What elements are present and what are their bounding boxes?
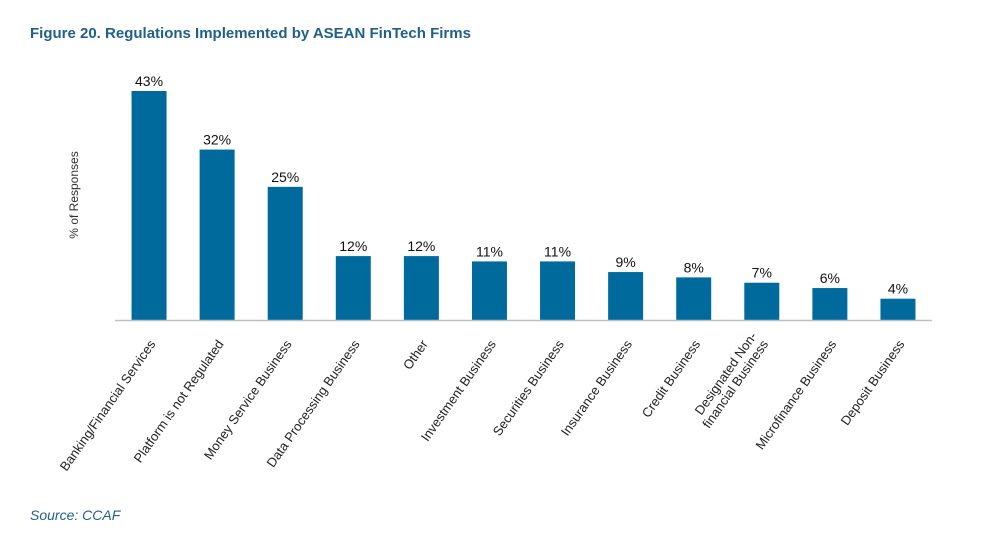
bar-10: [812, 288, 848, 320]
bar-9: [744, 282, 780, 320]
x-tick-label-line: Microfinance Business: [752, 337, 839, 453]
bar-1: [199, 149, 235, 320]
bar-8: [676, 277, 712, 320]
data-label-5: 11%: [476, 243, 503, 259]
data-label-8: 8%: [684, 259, 704, 275]
data-label-11: 4%: [888, 281, 908, 297]
x-tick-label-line: Securities Business: [490, 337, 568, 439]
bar-6: [540, 261, 576, 320]
bar-3: [335, 256, 371, 320]
x-tick-label-10: Microfinance Business: [752, 337, 839, 453]
bar-4: [403, 256, 439, 320]
x-tick-label-5: Investment Business: [418, 337, 499, 444]
data-label-0: 43%: [135, 73, 163, 89]
data-label-2: 25%: [271, 169, 299, 185]
figure-title: Figure 20. Regulations Implemented by AS…: [30, 25, 471, 42]
x-tick-label-7: Insurance Business: [558, 337, 636, 439]
data-label-7: 9%: [616, 254, 636, 270]
x-tick-label-line: Deposit Business: [838, 337, 908, 428]
x-tick-label-line: Investment Business: [418, 337, 499, 444]
data-label-6: 11%: [544, 243, 571, 259]
data-label-4: 12%: [407, 238, 435, 254]
bar-0: [131, 91, 167, 320]
source-note: Source: CCAF: [30, 507, 121, 523]
x-tick-label-4: Other: [400, 337, 431, 373]
bar-7: [608, 272, 644, 320]
x-tick-label-line: Insurance Business: [558, 337, 636, 439]
data-label-3: 12%: [339, 238, 367, 254]
bar-11: [880, 298, 916, 320]
bar-2: [267, 186, 303, 320]
y-axis-label: % of Responses: [67, 151, 81, 238]
x-tick-label-11: Deposit Business: [838, 337, 908, 428]
data-label-1: 32%: [203, 132, 231, 148]
data-label-10: 6%: [820, 270, 840, 286]
bar-5: [471, 261, 507, 320]
bars-group: 43% 32% 25% 12% 12% 11% 11% 9% 8% 7% 6% 4%: [131, 73, 916, 320]
data-label-9: 7%: [752, 265, 772, 281]
x-tick-label-6: Securities Business: [490, 337, 568, 439]
x-tick-label-line: Other: [400, 337, 431, 373]
